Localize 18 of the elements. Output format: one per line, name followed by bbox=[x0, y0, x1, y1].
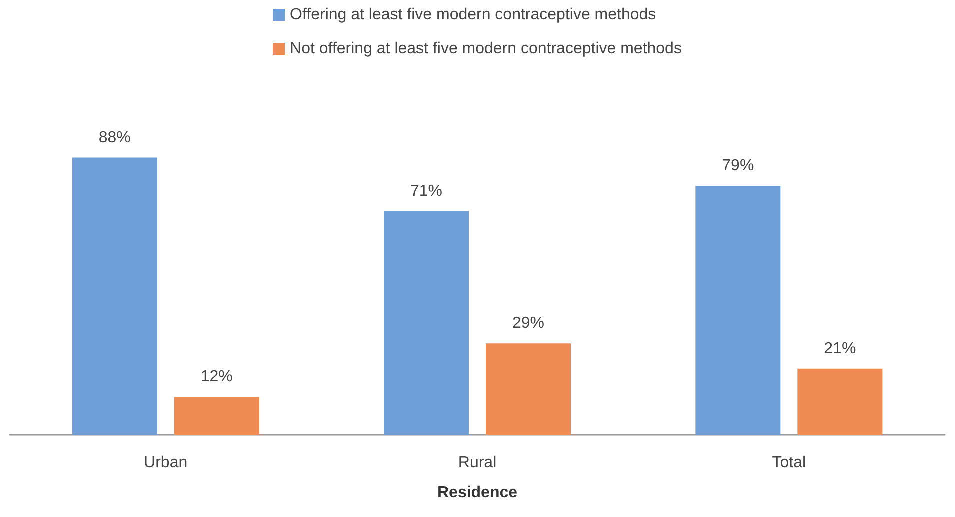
x-tick-label: Rural bbox=[458, 454, 497, 472]
bar bbox=[696, 186, 781, 435]
legend-label: Not offering at least five modern contraceptive methods bbox=[290, 40, 682, 58]
bar bbox=[174, 397, 260, 435]
bar bbox=[72, 158, 158, 435]
legend-label: Offering at least five modern contraceptive methods bbox=[290, 6, 656, 24]
bar bbox=[384, 211, 469, 435]
data-label: 88% bbox=[98, 129, 131, 146]
x-axis-title: Residence bbox=[437, 484, 518, 502]
data-label: 71% bbox=[410, 182, 443, 200]
data-label: 29% bbox=[512, 315, 545, 332]
data-label: 79% bbox=[722, 158, 754, 175]
data-label: 12% bbox=[200, 368, 233, 386]
bar bbox=[486, 344, 571, 435]
x-tick-label: Total bbox=[772, 454, 806, 472]
data-label: 21% bbox=[824, 340, 856, 358]
bar bbox=[798, 368, 883, 435]
x-tick-label: Urban bbox=[144, 454, 188, 472]
